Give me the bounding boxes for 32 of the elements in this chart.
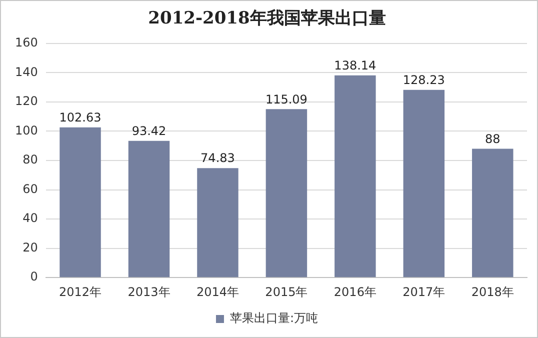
data-label: 115.09 (265, 92, 308, 106)
y-tick-label: 0 (30, 270, 38, 284)
x-tick-label: 2017年 (402, 284, 446, 299)
bar (334, 75, 376, 278)
bar (60, 127, 101, 278)
y-tick-label: 40 (22, 211, 38, 226)
y-tick-label: 100 (15, 123, 38, 138)
x-tick-label: 2016年 (334, 284, 376, 299)
y-tick-label: 140 (15, 64, 38, 79)
bar (128, 140, 170, 278)
x-tick-label: 2012年 (58, 284, 102, 299)
data-label: 88 (484, 132, 500, 146)
y-tick-label: 80 (22, 152, 38, 167)
bar (197, 168, 238, 278)
y-tick-label: 120 (15, 94, 38, 108)
legend-label: 苹果出口量:万吨 (230, 311, 318, 326)
bar (472, 148, 514, 278)
y-tick-label: 60 (22, 182, 38, 196)
x-tick-label: 2015年 (265, 284, 308, 299)
x-tick-label: 2014年 (196, 284, 239, 299)
chart-title: 2012-2018年我国苹果出口量 (148, 8, 386, 29)
data-label: 74.83 (200, 151, 235, 166)
y-tick-label: 20 (22, 240, 38, 254)
data-label: 128.23 (402, 73, 445, 88)
x-tick-label: 2018年 (471, 284, 514, 299)
x-tick-label: 2013年 (128, 284, 170, 299)
bar (266, 109, 308, 278)
bar (403, 90, 445, 278)
data-label: 138.14 (334, 58, 376, 73)
data-label: 93.42 (132, 124, 166, 138)
y-tick-label: 160 (15, 36, 38, 50)
data-label: 102.63 (59, 110, 102, 124)
